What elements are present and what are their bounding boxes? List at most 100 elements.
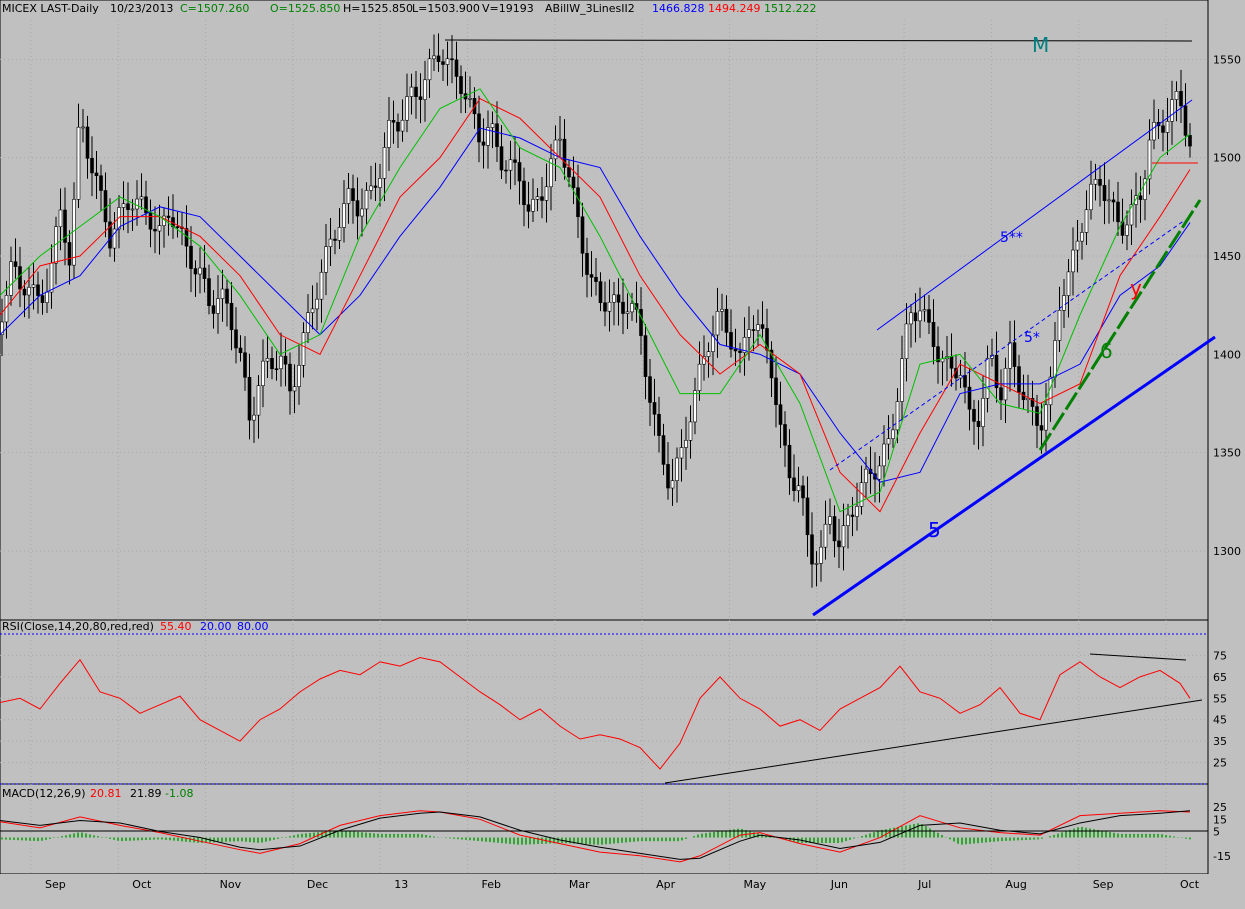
candle-body xyxy=(315,298,319,310)
price-tick-label: 1350 xyxy=(1213,447,1241,460)
annotation-wave5: 5 xyxy=(928,518,941,542)
candle-body xyxy=(103,190,108,223)
candle-body xyxy=(828,516,832,525)
rsi-low: 20.00 xyxy=(200,620,232,633)
candle-body xyxy=(189,245,193,269)
candle-body xyxy=(1147,139,1152,180)
candle-body xyxy=(688,421,693,441)
candle-body xyxy=(904,323,909,359)
candle-body xyxy=(769,349,774,379)
macd-signal: 21.89 xyxy=(130,787,162,800)
candle-body xyxy=(279,355,283,370)
candle-body xyxy=(153,228,157,232)
candle-body xyxy=(1179,91,1183,107)
candle-body xyxy=(85,126,90,159)
date-tick-label: Sep xyxy=(1093,878,1114,891)
ma-line xyxy=(0,88,1191,513)
candle-body xyxy=(27,287,31,296)
candle-body xyxy=(1152,122,1156,141)
candle-body xyxy=(157,225,162,232)
candle-body xyxy=(796,485,801,491)
ma-line xyxy=(0,98,1191,513)
candle-body xyxy=(436,55,441,62)
candle-body xyxy=(504,169,508,172)
wave6-trendline xyxy=(1038,199,1202,451)
candle-body xyxy=(1084,209,1089,233)
candle-body xyxy=(1035,406,1039,426)
header-open: O=1525.850 xyxy=(270,2,340,15)
candle-body xyxy=(391,120,396,123)
candle-body xyxy=(936,346,940,363)
candle-body xyxy=(1062,295,1066,311)
candle-body xyxy=(639,309,643,336)
candle-body xyxy=(850,514,855,517)
candle-body xyxy=(1098,179,1102,186)
candle-body xyxy=(49,262,54,293)
candle-body xyxy=(454,59,459,77)
rsi-tick-label: 75 xyxy=(1213,649,1227,662)
candle-body xyxy=(967,386,972,410)
price-tick-label: 1400 xyxy=(1213,348,1241,361)
date-tick-label: Feb xyxy=(482,878,501,891)
date-tick-label: Dec xyxy=(307,878,328,891)
candle-body xyxy=(972,408,976,422)
macd-hist: -1.08 xyxy=(165,787,193,800)
candle-body xyxy=(355,200,360,217)
header-high: H=1525.850 xyxy=(343,2,413,15)
wave5star-dashed xyxy=(829,219,1186,471)
candle-body xyxy=(45,291,49,303)
candle-body xyxy=(571,176,576,189)
rsi-line xyxy=(0,657,1191,770)
header-volume: V=19193 xyxy=(482,2,534,15)
candle-body xyxy=(112,228,117,249)
candle-body xyxy=(1170,99,1174,122)
candle-body xyxy=(283,355,288,365)
candle-body xyxy=(612,294,616,303)
candle-body xyxy=(1080,232,1084,242)
candle-body xyxy=(837,540,841,548)
candle-body xyxy=(247,376,252,421)
candle-body xyxy=(1066,271,1071,296)
candle-body xyxy=(886,438,891,445)
candle-body xyxy=(670,480,675,489)
candle-body xyxy=(288,363,292,392)
candle-body xyxy=(751,329,756,331)
candle-body xyxy=(778,404,783,425)
candle-body xyxy=(76,126,81,200)
candle-body xyxy=(549,158,553,188)
candle-body xyxy=(594,276,598,282)
header-ma3: 1512.222 xyxy=(764,2,817,15)
candle-body xyxy=(684,440,688,448)
rsi-tick-label: 45 xyxy=(1213,714,1227,727)
header-indicator: ABillW_3LinesII2 xyxy=(545,2,635,15)
candle-body xyxy=(738,350,742,353)
candle-body xyxy=(846,514,850,526)
candle-body xyxy=(31,284,36,288)
date-tick-label: Jul xyxy=(917,878,931,891)
candle-body xyxy=(553,139,558,160)
candle-body xyxy=(733,348,738,352)
date-tick-label: Apr xyxy=(656,878,676,891)
candle-body xyxy=(508,159,513,171)
candle-body xyxy=(823,523,828,548)
candle-body xyxy=(1138,195,1143,200)
candle-body xyxy=(1008,342,1012,369)
candle-body xyxy=(661,435,666,465)
candle-body xyxy=(1071,249,1075,273)
candle-body xyxy=(1188,135,1192,147)
candle-body xyxy=(747,329,751,338)
candle-body xyxy=(324,246,328,273)
candle-body xyxy=(261,360,265,386)
candle-body xyxy=(373,185,378,188)
candle-body xyxy=(882,443,886,467)
candle-body xyxy=(697,363,702,391)
candle-body xyxy=(193,268,198,275)
candle-body xyxy=(18,266,22,290)
candle-body xyxy=(1107,199,1111,202)
candle-body xyxy=(1057,309,1062,341)
candle-body xyxy=(643,335,648,377)
price-tick-label: 1300 xyxy=(1213,545,1241,558)
candle-body xyxy=(108,221,112,249)
candle-body xyxy=(994,354,999,389)
